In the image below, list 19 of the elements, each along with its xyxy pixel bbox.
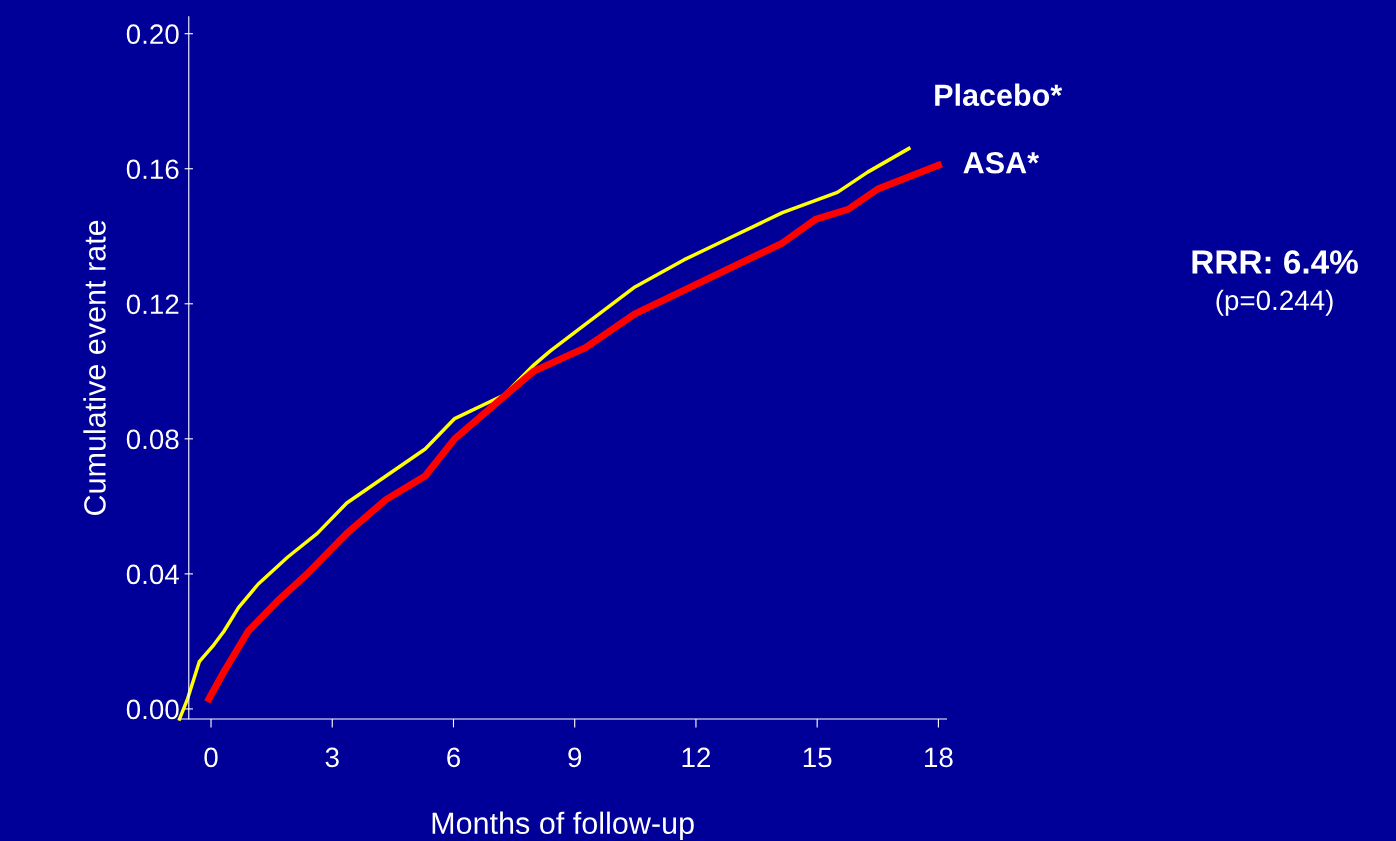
x-axis-title: Months of follow-up (432, 811, 694, 841)
x-tick-label: 3 (325, 747, 339, 768)
x-tick-label: 9 (568, 747, 582, 768)
series-label: Placebo* (935, 83, 1063, 107)
x-tick-label: 0 (204, 747, 218, 768)
x-tick-label: 15 (803, 747, 832, 768)
y-axis-title: Cumulative event rate (83, 220, 106, 515)
x-tick-label: 12 (682, 747, 710, 767)
x-tick-label: 18 (925, 747, 953, 768)
y-tick-label: 0.16 (126, 159, 179, 180)
y-tick-label: 0.20 (126, 24, 179, 45)
y-tick-label: 0.00 (126, 699, 179, 720)
y-tick-label: 0.08 (126, 429, 179, 450)
y-tick-label: 0.12 (126, 294, 179, 315)
x-tick-label: 6 (447, 747, 460, 768)
series-label: ASA* (963, 151, 1040, 174)
y-tick-label: 0.04 (126, 564, 179, 585)
text: (p=0.244) (1216, 289, 1333, 316)
text: RRR: 6.4% (1192, 250, 1358, 274)
